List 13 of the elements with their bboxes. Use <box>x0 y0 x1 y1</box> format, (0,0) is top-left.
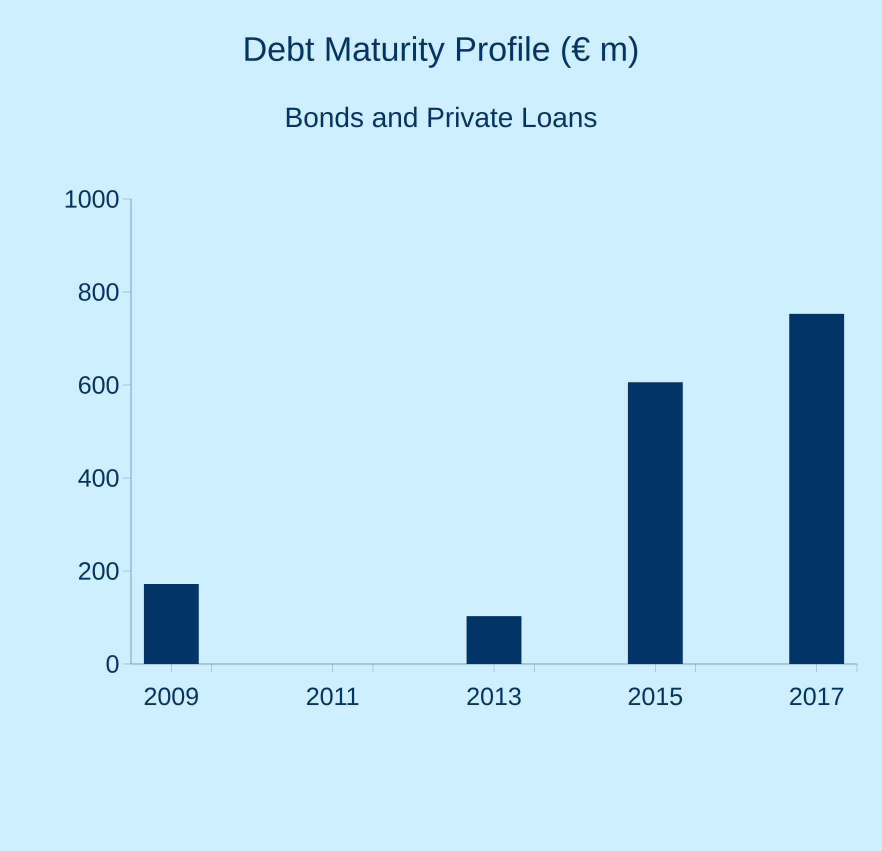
y-tick-label: 400 <box>78 469 118 487</box>
y-tick-label: 600 <box>79 376 118 394</box>
x-tick-label: 2013 <box>467 688 521 706</box>
y-tick-label: 200 <box>79 562 118 580</box>
chart-subtitle: Bonds and Private Loans <box>286 106 596 128</box>
x-tick-label: 2015 <box>628 688 682 706</box>
y-tick-label: 1000 <box>66 190 118 208</box>
y-tick-label: 0 <box>106 655 118 673</box>
y-tick-label: 800 <box>78 283 118 301</box>
x-tick-label: 2009 <box>144 688 198 706</box>
chart-title: Debt Maturity Profile (€ m) <box>245 36 638 68</box>
x-tick-label: 2011 <box>307 688 358 706</box>
x-tick-label: 2017 <box>790 688 844 706</box>
